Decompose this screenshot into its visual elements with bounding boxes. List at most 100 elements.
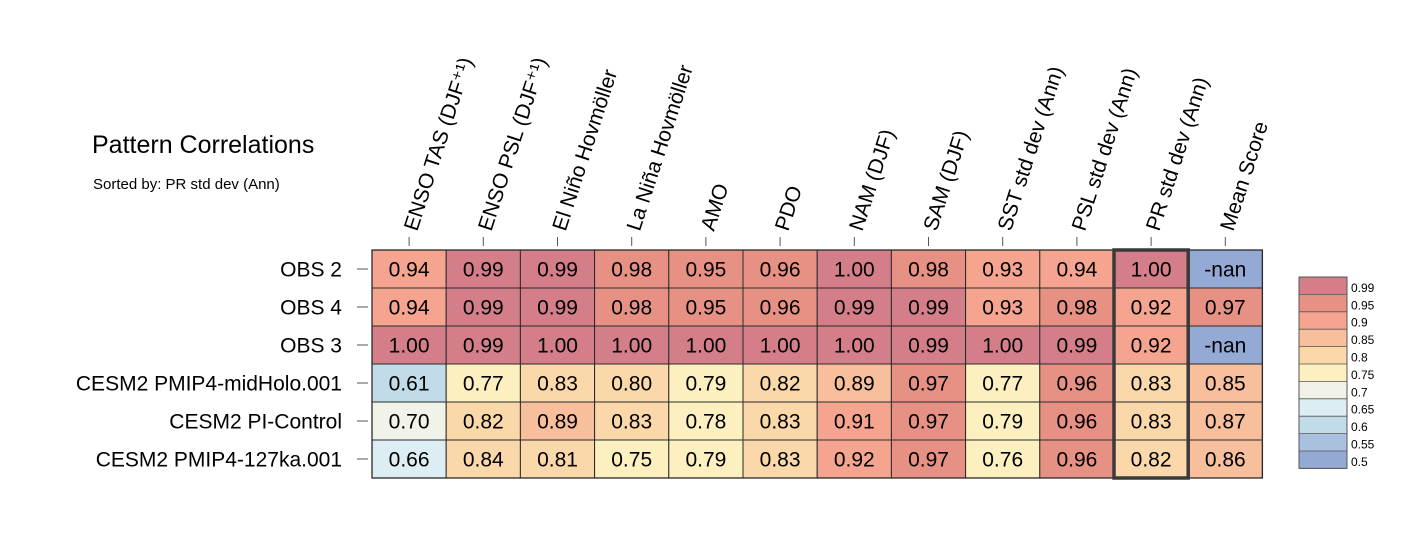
column-labels: ENSO TAS (DJF⁺¹)ENSO PSL (DJF⁺¹)El Niño …	[400, 55, 1273, 246]
cell-value: 1.00	[537, 335, 578, 358]
heatmap-cell	[1113, 287, 1189, 327]
column-label: PSL std dev (Ann)	[1068, 65, 1142, 233]
colorbar-swatch	[1299, 364, 1347, 382]
cell-value: 1.00	[834, 259, 875, 282]
heatmap-cell	[890, 439, 967, 479]
colorbar-label: 0.8	[1351, 351, 1368, 365]
cell-value: 0.96	[1056, 373, 1097, 396]
cell-value: 0.99	[908, 335, 949, 358]
cell-value: 0.99	[908, 297, 949, 320]
cell-value: 0.99	[463, 297, 504, 320]
heatmap-cell	[445, 325, 521, 365]
cell-value: 0.75	[611, 449, 652, 472]
colorbar-label: 0.9	[1351, 316, 1368, 330]
heatmap-cell	[965, 439, 1041, 479]
cell-value: 0.96	[1056, 411, 1097, 434]
heatmap-cell	[816, 325, 892, 365]
column-label: El Niño Hovmöller	[548, 67, 622, 234]
heatmap-cell	[1113, 325, 1189, 365]
heatmap-cell	[594, 439, 670, 479]
colorbar-swatch	[1299, 346, 1347, 364]
cell-value: 0.93	[982, 297, 1023, 320]
cell-value: 0.66	[389, 449, 430, 472]
cell-value: 0.99	[834, 297, 875, 320]
cell-value: 0.79	[982, 411, 1023, 434]
column-label: PR std dev (Ann)	[1142, 74, 1213, 233]
cell-value: 1.00	[1131, 259, 1172, 282]
column-label: AMO	[697, 181, 734, 234]
cell-value: 0.83	[611, 411, 652, 434]
cell-value: 0.89	[834, 373, 875, 396]
column-label: SST std dev (Ann)	[994, 64, 1069, 234]
heatmap-cell	[519, 287, 596, 327]
heatmap-cell	[445, 363, 521, 403]
colorbar-swatch	[1299, 398, 1347, 417]
cell-value: 0.94	[1056, 259, 1097, 282]
colorbar-label: 0.6	[1351, 420, 1368, 434]
heatmap-cell	[1039, 439, 1115, 479]
colorbar-label: 0.75	[1351, 368, 1375, 382]
heatmap-cell	[371, 325, 447, 365]
heatmap-cell	[816, 287, 892, 327]
cell-value: 0.83	[537, 373, 578, 396]
cell-value: 0.84	[463, 449, 504, 472]
row-labels: OBS 2 OBS 4 OBS 3 CESM2 PMIP4-midHolo.001 CE…	[76, 259, 368, 472]
cell-value: 0.79	[685, 449, 726, 472]
heatmap-cell	[445, 401, 521, 441]
cell-value: 0.77	[982, 373, 1023, 396]
cell-value: 0.96	[760, 259, 801, 282]
cell-value: 0.97	[1205, 297, 1246, 320]
cell-value: 0.70	[389, 411, 430, 434]
colorbar-legend: 0.99 0.95 0.9 0.85 0.8 0.75 0.7 0.65 0.6 0.55 0.5	[1298, 276, 1375, 469]
column-label: NAM (DJF)	[845, 127, 899, 234]
heatmap-cell	[445, 439, 521, 479]
cell-value: 0.61	[389, 373, 430, 396]
heatmap-cell	[594, 287, 670, 327]
cell-value: 0.82	[760, 373, 801, 396]
heatmap-cell	[668, 287, 744, 327]
heatmap-cell	[371, 287, 447, 327]
colorbar-label: 0.7	[1351, 385, 1368, 399]
heatmap-cell	[742, 363, 818, 403]
colorbar-label: 0.85	[1351, 333, 1375, 347]
heatmap-cell	[445, 287, 521, 327]
chart-title: Pattern Correlations	[92, 131, 314, 159]
heatmap-cell	[890, 363, 967, 403]
colorbar-swatch	[1299, 294, 1347, 312]
colorbar-label: 0.65	[1351, 403, 1375, 417]
cell-value: 0.78	[685, 411, 726, 434]
cell-value: 0.97	[908, 411, 949, 434]
cell-value: 0.89	[537, 411, 578, 434]
heatmap-cell	[519, 325, 596, 365]
column-label: ENSO PSL (DJF⁺¹)	[474, 55, 552, 234]
cell-value: 0.98	[611, 297, 652, 320]
heatmap-cell	[519, 439, 596, 479]
cell-value: 0.76	[982, 449, 1023, 472]
cell-value: 0.98	[908, 259, 949, 282]
row-label: OBS 4	[280, 297, 342, 320]
grid-border	[371, 249, 1264, 479]
heatmap-cell	[742, 287, 818, 327]
row-label: CESM2 PMIP4-midHolo.001	[76, 373, 342, 396]
cell-value: 1.00	[389, 335, 430, 358]
column-label: La Niña Hovmöller	[623, 62, 698, 233]
cell-value: 0.98	[1056, 297, 1097, 320]
cell-value: 0.77	[463, 373, 504, 396]
cell-value: 1.00	[611, 335, 652, 358]
heatmap-cell	[742, 249, 818, 289]
chart-subtitle: Sorted by: PR std dev (Ann)	[93, 176, 280, 193]
heatmap-cell	[1039, 363, 1115, 403]
colorbar-swatch	[1299, 451, 1347, 469]
heatmap-cell	[371, 401, 447, 441]
cell-value: 0.99	[463, 259, 504, 282]
cell-value: 0.86	[1205, 449, 1246, 472]
cell-value: 0.95	[685, 259, 726, 282]
cell-value: 0.82	[463, 411, 504, 434]
cell-value: 0.83	[1131, 373, 1172, 396]
heatmap-cell	[1039, 287, 1115, 327]
heatmap-cell	[594, 363, 670, 403]
cell-value: 0.96	[760, 297, 801, 320]
colorbar-swatch	[1299, 311, 1347, 330]
cell-value: 0.83	[760, 411, 801, 434]
